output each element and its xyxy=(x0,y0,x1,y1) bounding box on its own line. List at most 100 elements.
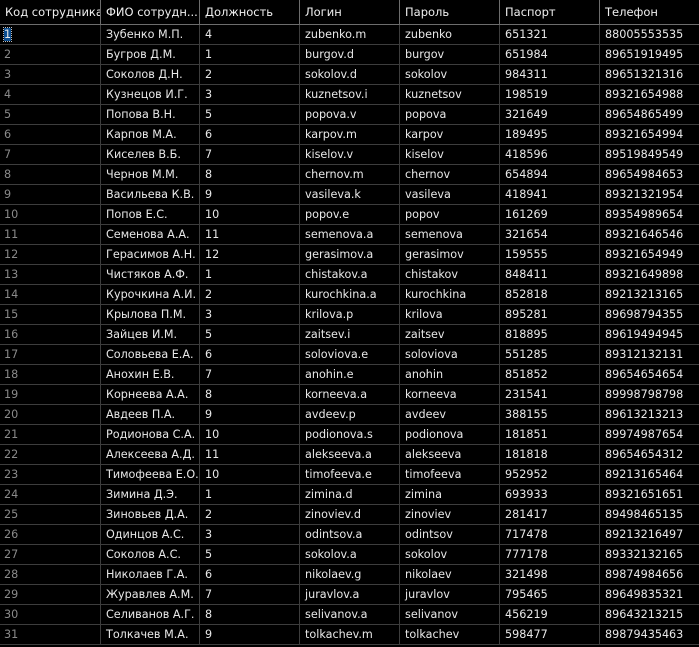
cell-passport[interactable]: 418596 xyxy=(500,145,600,165)
cell-login[interactable]: kuznetsov.i xyxy=(300,85,400,105)
cell-full-name[interactable]: Тимофеева Е.О. xyxy=(101,465,200,485)
cell-password[interactable]: anohin xyxy=(400,365,500,385)
cell-position[interactable]: 10 xyxy=(200,425,300,445)
cell-login[interactable]: sokolov.a xyxy=(300,545,400,565)
table-row[interactable]: 30 Селиванов А.Г. 8 selivanov.a selivanov 456… xyxy=(0,605,699,625)
table-row[interactable]: 12 Герасимов А.Н. 12 gerasimov.a gerasimov 15… xyxy=(0,245,699,265)
cell-full-name[interactable]: Зимина Д.Э. xyxy=(101,485,200,505)
cell-employee-code[interactable]: 30 xyxy=(0,605,101,625)
cell-full-name[interactable]: Соловьева Е.А. xyxy=(101,345,200,365)
table-row[interactable]: 3 Соколов Д.Н. 2 sokolov.d sokolov 984311 8965… xyxy=(0,65,699,85)
cell-employee-code[interactable]: 8 xyxy=(0,165,101,185)
cell-password[interactable]: popova xyxy=(400,105,500,125)
cell-phone[interactable]: 89698794355 xyxy=(600,305,699,325)
column-header-phone[interactable]: Телефон xyxy=(600,0,699,25)
cell-employee-code[interactable]: 7 xyxy=(0,145,101,165)
cell-position[interactable]: 7 xyxy=(200,585,300,605)
cell-employee-code[interactable]: 12 xyxy=(0,245,101,265)
cell-login[interactable]: selivanov.a xyxy=(300,605,400,625)
cell-phone[interactable]: 89879435463 xyxy=(600,625,699,645)
cell-login[interactable]: kiselov.v xyxy=(300,145,400,165)
table-row[interactable]: 23 Тимофеева Е.О. 10 timofeeva.e timofeeva 95… xyxy=(0,465,699,485)
cell-employee-code[interactable]: 18 xyxy=(0,365,101,385)
cell-employee-code[interactable]: 31 xyxy=(0,625,101,645)
cell-full-name[interactable]: Кузнецов И.Г. xyxy=(101,85,200,105)
cell-passport[interactable]: 654894 xyxy=(500,165,600,185)
cell-passport[interactable]: 321498 xyxy=(500,565,600,585)
cell-phone[interactable]: 89654654312 xyxy=(600,445,699,465)
cell-full-name[interactable]: Зубенко М.П. xyxy=(101,25,200,45)
cell-login[interactable]: popov.e xyxy=(300,205,400,225)
cell-passport[interactable]: 651984 xyxy=(500,45,600,65)
table-row[interactable]: 1 Зубенко М.П. 4 zubenko.m zubenko 651321 8800… xyxy=(0,25,699,45)
cell-passport[interactable]: 418941 xyxy=(500,185,600,205)
table-row[interactable]: 21 Родионова С.А. 10 podionova.s podionova 18… xyxy=(0,425,699,445)
cell-employee-code[interactable]: 9 xyxy=(0,185,101,205)
cell-phone[interactable]: 89519849549 xyxy=(600,145,699,165)
cell-employee-code[interactable]: 14 xyxy=(0,285,101,305)
cell-full-name[interactable]: Киселев В.Б. xyxy=(101,145,200,165)
table-row[interactable]: 17 Соловьева Е.А. 6 soloviova.e soloviova 551… xyxy=(0,345,699,365)
table-row[interactable]: 7 Киселев В.Б. 7 kiselov.v kiselov 418596 8951… xyxy=(0,145,699,165)
cell-phone[interactable]: 89613213213 xyxy=(600,405,699,425)
cell-password[interactable]: vasileva xyxy=(400,185,500,205)
cell-phone[interactable]: 89651919495 xyxy=(600,45,699,65)
table-row[interactable]: 24 Зимина Д.Э. 1 zimina.d zimina 693933 893216… xyxy=(0,485,699,505)
table-row[interactable]: 9 Васильева К.В. 9 vasileva.k vasileva 418941… xyxy=(0,185,699,205)
cell-full-name[interactable]: Корнеева А.А. xyxy=(101,385,200,405)
cell-password[interactable]: nikolaev xyxy=(400,565,500,585)
cell-phone[interactable]: 89321654949 xyxy=(600,245,699,265)
cell-phone[interactable]: 89213216497 xyxy=(600,525,699,545)
cell-phone[interactable]: 89651321316 xyxy=(600,65,699,85)
cell-position[interactable]: 8 xyxy=(200,605,300,625)
cell-employee-code[interactable]: 3 xyxy=(0,65,101,85)
cell-employee-code[interactable]: 23 xyxy=(0,465,101,485)
cell-employee-code[interactable]: 6 xyxy=(0,125,101,145)
cell-phone[interactable]: 89498465135 xyxy=(600,505,699,525)
cell-full-name[interactable]: Алексеева А.Д. xyxy=(101,445,200,465)
cell-position[interactable]: 4 xyxy=(200,25,300,45)
cell-position[interactable]: 3 xyxy=(200,525,300,545)
cell-phone[interactable]: 89312132131 xyxy=(600,345,699,365)
cell-full-name[interactable]: Анохин Е.В. xyxy=(101,365,200,385)
cell-password[interactable]: tolkachev xyxy=(400,625,500,645)
cell-phone[interactable]: 89332132165 xyxy=(600,545,699,565)
cell-full-name[interactable]: Родионова С.А. xyxy=(101,425,200,445)
cell-employee-code[interactable]: 22 xyxy=(0,445,101,465)
cell-login[interactable]: zinoviev.d xyxy=(300,505,400,525)
cell-position[interactable]: 12 xyxy=(200,245,300,265)
cell-full-name[interactable]: Толкачев М.А. xyxy=(101,625,200,645)
cell-password[interactable]: kiselov xyxy=(400,145,500,165)
cell-employee-code[interactable]: 11 xyxy=(0,225,101,245)
cell-login[interactable]: juravlov.a xyxy=(300,585,400,605)
cell-password[interactable]: korneeva xyxy=(400,385,500,405)
cell-passport[interactable]: 159555 xyxy=(500,245,600,265)
table-row[interactable]: 19 Корнеева А.А. 8 korneeva.a korneeva 231541… xyxy=(0,385,699,405)
cell-full-name[interactable]: Попова В.Н. xyxy=(101,105,200,125)
table-row[interactable]: 16 Зайцев И.М. 5 zaitsev.i zaitsev 818895 8961… xyxy=(0,325,699,345)
cell-passport[interactable]: 321649 xyxy=(500,105,600,125)
cell-login[interactable]: zimina.d xyxy=(300,485,400,505)
cell-password[interactable]: zaitsev xyxy=(400,325,500,345)
cell-login[interactable]: burgov.d xyxy=(300,45,400,65)
cell-password[interactable]: avdeev xyxy=(400,405,500,425)
table-row[interactable]: 14 Курочкина А.И. 2 kurochkina.a kurochkina 8… xyxy=(0,285,699,305)
cell-phone[interactable]: 89321654988 xyxy=(600,85,699,105)
cell-phone[interactable]: 89654865499 xyxy=(600,105,699,125)
table-row[interactable]: 27 Соколов А.С. 5 sokolov.a sokolov 777178 893… xyxy=(0,545,699,565)
cell-position[interactable]: 5 xyxy=(200,105,300,125)
cell-position[interactable]: 2 xyxy=(200,505,300,525)
cell-login[interactable]: chernov.m xyxy=(300,165,400,185)
cell-password[interactable]: zubenko xyxy=(400,25,500,45)
cell-position[interactable]: 3 xyxy=(200,85,300,105)
table-row[interactable]: 29 Журавлев А.М. 7 juravlov.a juravlov 795465… xyxy=(0,585,699,605)
cell-login[interactable]: korneeva.a xyxy=(300,385,400,405)
cell-password[interactable]: burgov xyxy=(400,45,500,65)
cell-position[interactable]: 5 xyxy=(200,325,300,345)
cell-passport[interactable]: 795465 xyxy=(500,585,600,605)
cell-passport[interactable]: 321654 xyxy=(500,225,600,245)
column-header-login[interactable]: Логин xyxy=(300,0,400,25)
cell-login[interactable]: timofeeva.e xyxy=(300,465,400,485)
cell-employee-code[interactable]: 5 xyxy=(0,105,101,125)
cell-phone[interactable]: 89321646546 xyxy=(600,225,699,245)
